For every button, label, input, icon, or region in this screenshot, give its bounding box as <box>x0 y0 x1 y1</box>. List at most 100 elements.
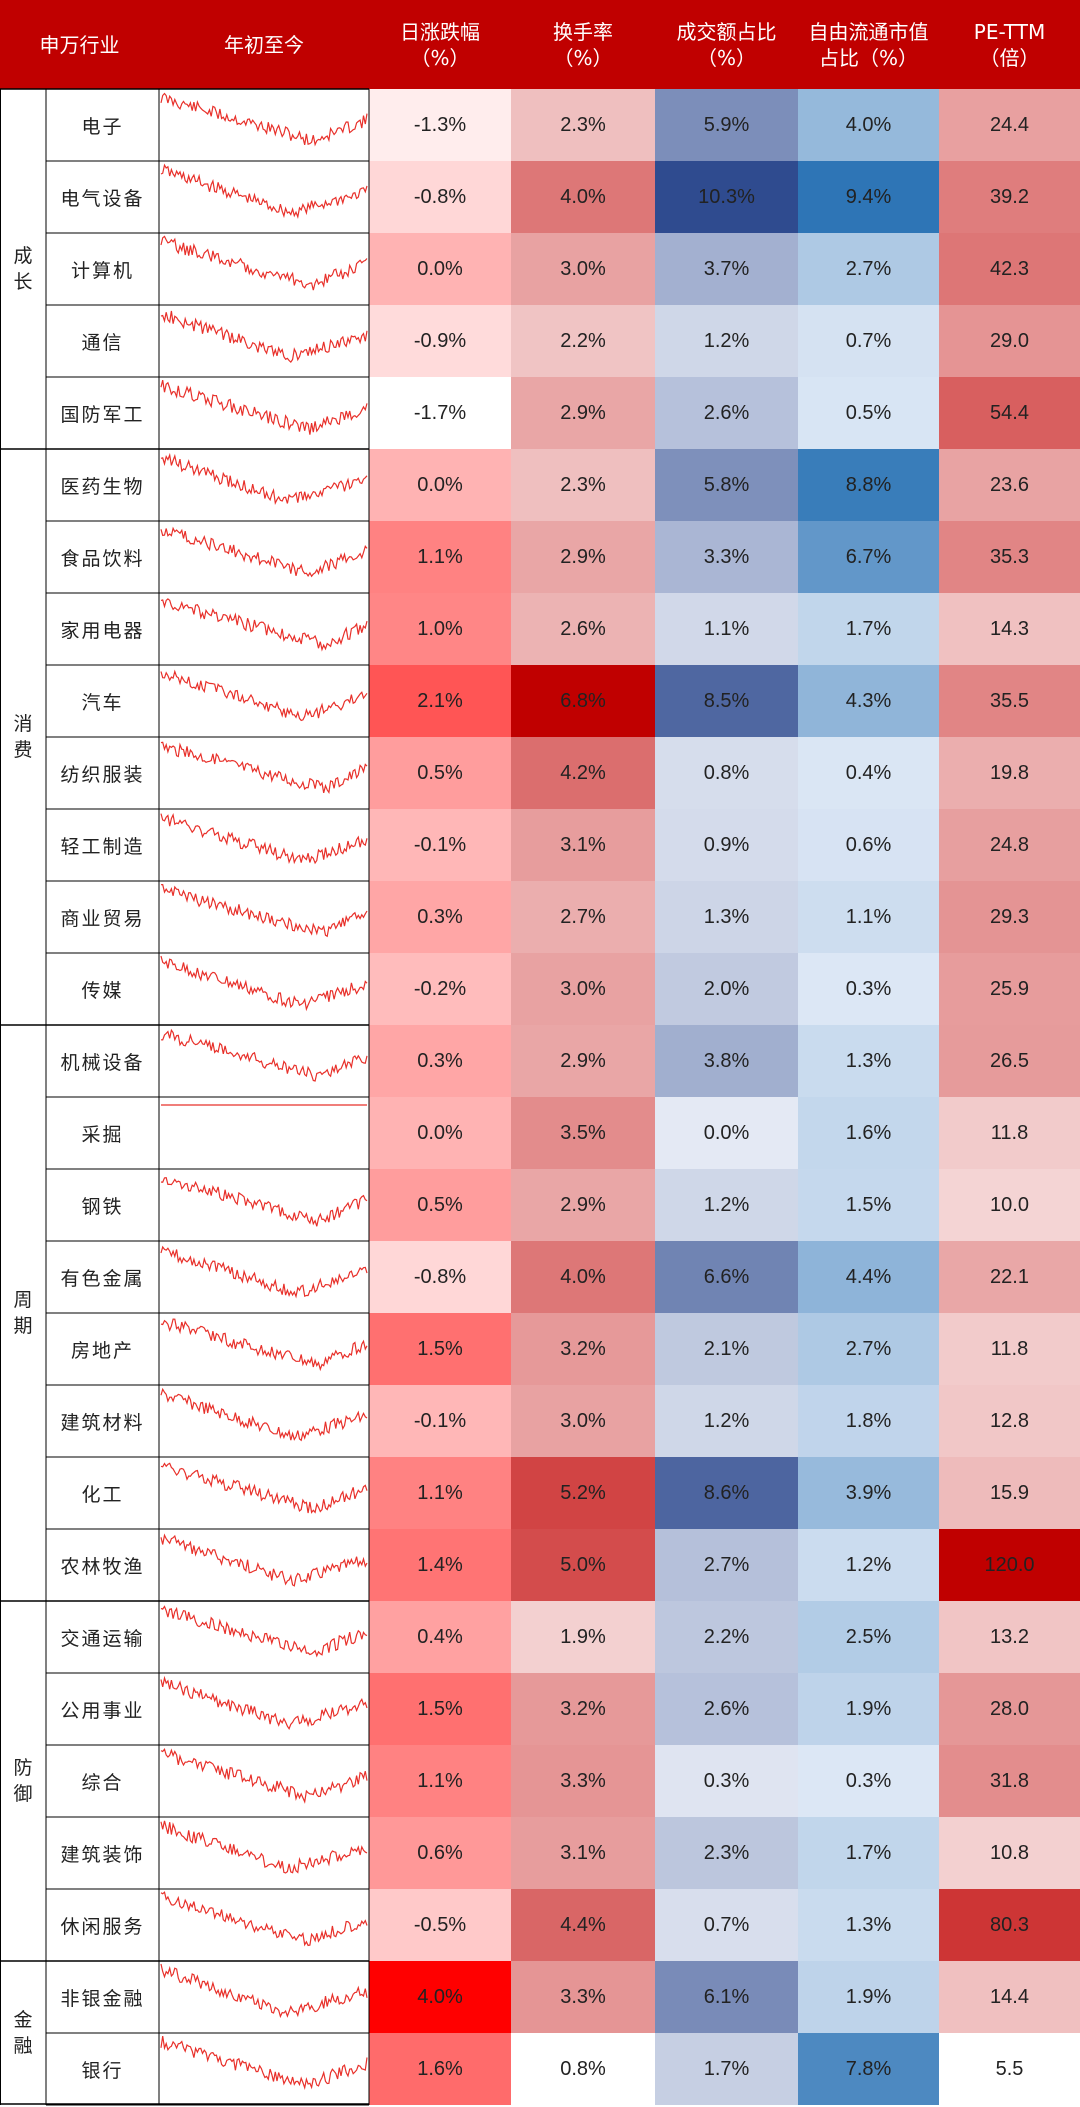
ytd-sparkline <box>160 1748 368 1804</box>
header-daily-change-label: 日涨跌幅 <box>400 19 480 44</box>
volume-cell: 2.7% <box>655 1529 798 1601</box>
ytd-sparkline <box>160 883 368 938</box>
industry-name: 商业贸易 <box>60 907 145 930</box>
float-cell: 1.9% <box>798 1673 939 1745</box>
pe-cell: 35.3 <box>939 521 1080 593</box>
ytd-sparkline-path <box>160 669 368 722</box>
industry-name: 国防军工 <box>60 403 145 426</box>
table-row: 建筑材料 -0.1% 3.0% 1.2% 1.8% 12.8 <box>46 1385 1080 1457</box>
daily-cell: -0.8% <box>369 161 511 233</box>
float-cell: 0.7% <box>798 305 939 377</box>
industry-name: 钢铁 <box>81 1195 124 1218</box>
daily-cell: 0.0% <box>369 233 511 305</box>
ytd-sparkline-path <box>160 526 368 578</box>
ytd-sparkline <box>160 1533 368 1587</box>
group-label-char: 消 <box>13 713 33 735</box>
group-label-char: 长 <box>13 271 33 293</box>
header-industry-label: 申万行业 <box>39 32 120 57</box>
float-cell: 4.4% <box>798 1241 939 1313</box>
daily-cell: 0.5% <box>369 737 511 809</box>
ytd-sparkline <box>160 1675 368 1730</box>
table-row: 房地产 1.5% 3.2% 2.1% 2.7% 11.8 <box>46 1313 1080 1385</box>
volume-cell: 8.6% <box>655 1457 798 1529</box>
ytd-sparkline-path <box>160 598 368 652</box>
pe-cell: 19.8 <box>939 737 1080 809</box>
table-row: 公用事业 1.5% 3.2% 2.6% 1.9% 28.0 <box>46 1673 1080 1745</box>
float-cell: 2.7% <box>798 233 939 305</box>
turnover-cell: 2.6% <box>511 593 655 665</box>
daily-cell: 0.0% <box>369 449 511 521</box>
ytd-sparkline-path <box>160 1963 368 2019</box>
float-cell: 0.4% <box>798 737 939 809</box>
ytd-sparkline <box>160 1891 368 1947</box>
ytd-sparkline-path <box>160 1533 368 1587</box>
pe-cell: 11.8 <box>939 1097 1080 1169</box>
daily-cell: 1.1% <box>369 1457 511 1529</box>
volume-cell: 6.6% <box>655 1241 798 1313</box>
pe-cell: 14.3 <box>939 593 1080 665</box>
float-cell: 0.3% <box>798 953 939 1025</box>
ytd-sparkline <box>160 379 368 435</box>
turnover-cell: 4.0% <box>511 1241 655 1313</box>
volume-cell: 0.0% <box>655 1097 798 1169</box>
group-label-4: 金融 <box>0 1961 46 2105</box>
table-row: 通信 -0.9% 2.2% 1.2% 0.7% 29.0 <box>46 305 1080 377</box>
volume-cell: 3.3% <box>655 521 798 593</box>
table-row: 机械设备 0.3% 2.9% 3.8% 1.3% 26.5 <box>46 1025 1080 1097</box>
industry-name: 计算机 <box>70 259 134 282</box>
ytd-sparkline <box>160 1245 368 1299</box>
daily-cell: -0.5% <box>369 1889 511 1961</box>
daily-cell: 0.0% <box>369 1097 511 1169</box>
volume-cell: 1.3% <box>655 881 798 953</box>
ytd-sparkline-path <box>160 1028 368 1082</box>
industry-name: 非银金融 <box>60 1987 145 2010</box>
float-cell: 1.3% <box>798 1889 939 1961</box>
header-daily-change-unit: （%） <box>410 45 470 70</box>
pe-cell: 80.3 <box>939 1889 1080 1961</box>
header-pe-ttm-unit: （倍） <box>979 45 1040 70</box>
group-label-char: 周 <box>13 1289 33 1311</box>
industry-name: 医药生物 <box>60 475 145 498</box>
turnover-cell: 3.2% <box>511 1313 655 1385</box>
turnover-cell: 3.0% <box>511 1385 655 1457</box>
pe-cell: 14.4 <box>939 1961 1080 2033</box>
turnover-cell: 4.4% <box>511 1889 655 1961</box>
table-row: 建筑装饰 0.6% 3.1% 2.3% 1.7% 10.8 <box>46 1817 1080 1889</box>
daily-cell: 0.5% <box>369 1169 511 1241</box>
industry-name: 机械设备 <box>60 1051 145 1074</box>
float-cell: 1.7% <box>798 593 939 665</box>
header-turnover-label: 换手率 <box>553 19 613 44</box>
ytd-sparkline <box>160 526 368 578</box>
industry-name: 家用电器 <box>60 619 145 642</box>
ytd-sparkline <box>160 1605 368 1658</box>
industry-name: 电气设备 <box>60 187 145 210</box>
header-volume-share-label: 成交额占比 <box>676 19 777 44</box>
pe-cell: 29.0 <box>939 305 1080 377</box>
turnover-cell: 3.1% <box>511 809 655 881</box>
volume-cell: 10.3% <box>655 161 798 233</box>
ytd-sparkline <box>160 598 368 652</box>
pe-cell: 42.3 <box>939 233 1080 305</box>
ytd-sparkline-path <box>160 163 368 219</box>
float-cell: 1.2% <box>798 1529 939 1601</box>
ytd-sparkline <box>160 163 368 219</box>
header-row: 申万行业 年初至今 日涨跌幅 （%） 换手率 （%） 成交额占比 （%） 自由流… <box>0 0 1080 89</box>
header-float-cap-share-unit: 占比（%） <box>818 45 918 70</box>
turnover-cell: 0.8% <box>511 2033 655 2105</box>
ytd-sparkline <box>160 812 368 865</box>
ytd-sparkline <box>160 235 368 291</box>
header-volume-share-unit: （%） <box>696 45 756 70</box>
ytd-sparkline-path <box>160 2036 368 2090</box>
ytd-sparkline-path <box>160 955 368 1012</box>
table-row: 计算机 0.0% 3.0% 3.7% 2.7% 42.3 <box>46 233 1080 305</box>
table-row: 银行 1.6% 0.8% 1.7% 7.8% 5.5 <box>46 2033 1080 2105</box>
table-row: 非银金融 4.0% 3.3% 6.1% 1.9% 14.4 <box>46 1961 1080 2033</box>
daily-cell: 2.1% <box>369 665 511 737</box>
table-row: 农林牧渔 1.4% 5.0% 2.7% 1.2% 120.0 <box>46 1529 1080 1601</box>
daily-cell: -1.7% <box>369 377 511 449</box>
table-row: 采掘 0.0% 3.5% 0.0% 1.6% 11.8 <box>46 1097 1080 1169</box>
daily-cell: 1.1% <box>369 1745 511 1817</box>
turnover-cell: 3.3% <box>511 1745 655 1817</box>
ytd-sparkline <box>160 2036 368 2090</box>
ytd-sparkline-path <box>160 379 368 435</box>
